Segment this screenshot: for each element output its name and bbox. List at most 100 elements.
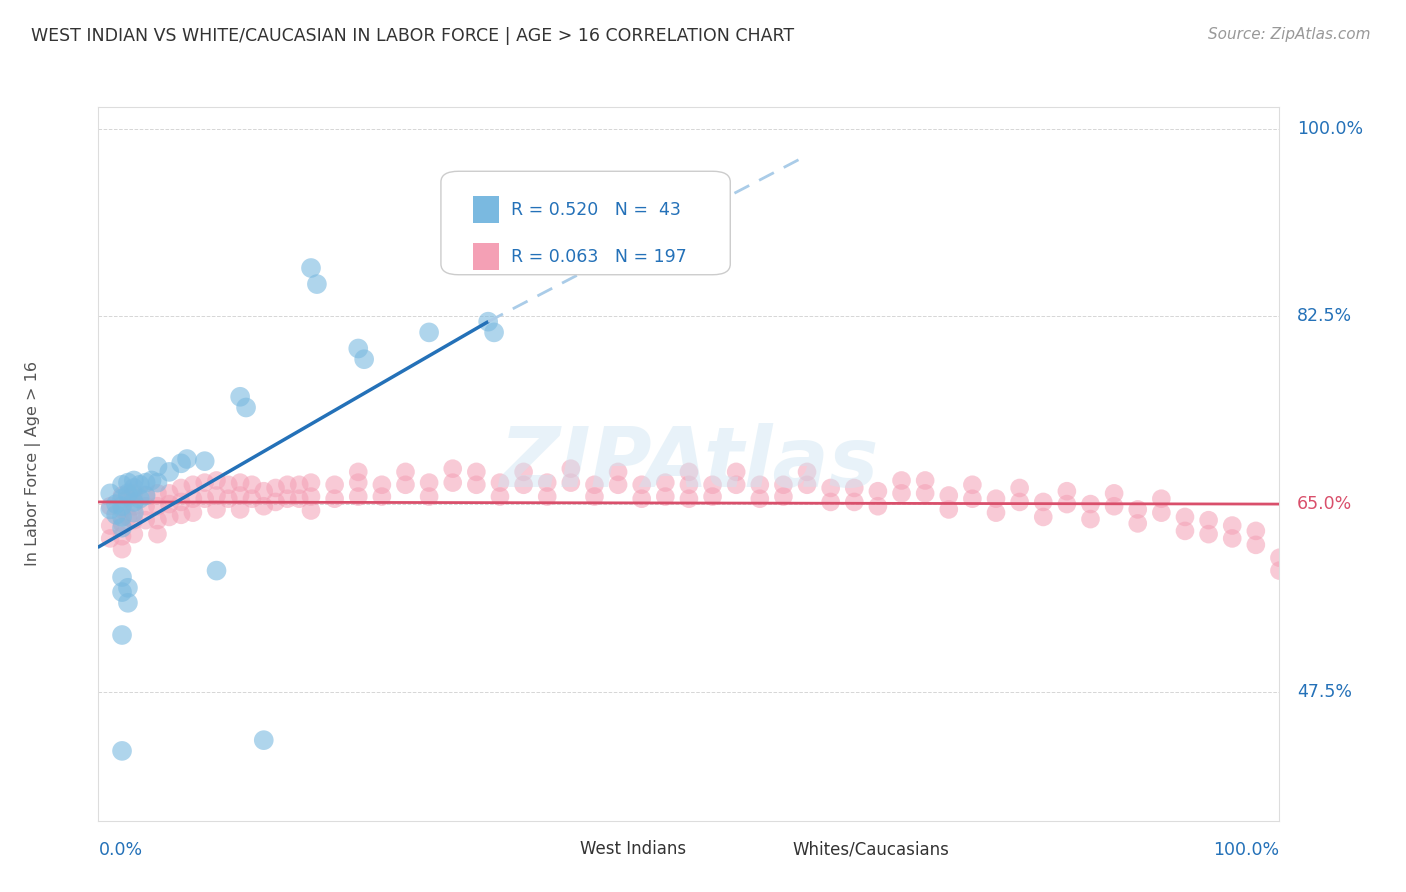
Point (536, 475, 558, 490)
Point (748, 491, 770, 506)
Point (1220, 532, 1243, 546)
Point (205, 502, 228, 516)
Point (914, 474, 936, 488)
Point (122, 506, 145, 520)
Point (253, 733, 276, 747)
Point (1056, 497, 1078, 511)
Point (105, 497, 128, 511)
Point (1268, 550, 1291, 565)
Point (229, 390, 252, 404)
Point (1102, 500, 1125, 514)
Point (984, 491, 1007, 506)
Point (418, 475, 440, 490)
Point (111, 488, 134, 502)
Point (276, 491, 298, 506)
Text: 82.5%: 82.5% (1298, 307, 1353, 326)
Point (105, 508, 128, 522)
Point (176, 452, 198, 467)
Point (1080, 512, 1102, 526)
Point (1080, 497, 1102, 511)
Bar (547, 838, 571, 860)
Point (111, 491, 134, 506)
Point (1056, 484, 1078, 499)
Point (111, 529, 134, 543)
Point (117, 475, 139, 490)
Point (678, 491, 700, 506)
Text: 100.0%: 100.0% (1213, 840, 1279, 859)
Point (146, 459, 169, 474)
Point (1220, 518, 1243, 533)
Point (146, 527, 169, 541)
Point (299, 503, 322, 517)
Point (111, 585, 134, 599)
Point (1244, 538, 1267, 552)
Point (170, 481, 193, 495)
Point (1244, 524, 1267, 538)
Point (111, 628, 134, 642)
Point (135, 513, 157, 527)
Point (117, 510, 139, 524)
Point (299, 490, 322, 504)
Point (141, 474, 163, 488)
Point (482, 326, 505, 340)
Point (98, 486, 121, 500)
Point (122, 527, 145, 541)
Point (194, 475, 217, 490)
Text: R = 0.063   N = 197: R = 0.063 N = 197 (510, 248, 686, 266)
Point (122, 513, 145, 527)
Point (1126, 516, 1149, 531)
Point (536, 490, 558, 504)
Point (962, 477, 984, 491)
Point (299, 260, 322, 275)
Point (170, 495, 193, 509)
Point (217, 477, 239, 491)
Point (264, 481, 287, 495)
Point (323, 491, 346, 506)
Point (477, 315, 499, 329)
Point (418, 326, 440, 340)
Point (796, 477, 818, 491)
Point (205, 488, 228, 502)
Point (489, 475, 512, 490)
Point (984, 506, 1007, 520)
Point (181, 506, 204, 520)
Bar (759, 838, 783, 860)
Point (1008, 481, 1031, 495)
Point (111, 502, 134, 516)
Point (1198, 527, 1220, 541)
Point (353, 352, 375, 367)
Point (702, 490, 724, 504)
Point (235, 401, 257, 415)
Point (157, 510, 180, 524)
Point (157, 465, 180, 479)
Text: Whites/Caucasians: Whites/Caucasians (793, 840, 949, 858)
Point (111, 570, 134, 584)
Point (170, 508, 193, 522)
Point (866, 484, 889, 499)
Text: ZIPAtlas: ZIPAtlas (499, 424, 879, 504)
Point (394, 477, 416, 491)
Point (844, 481, 866, 495)
Point (465, 465, 488, 479)
Point (371, 490, 394, 504)
Point (253, 500, 276, 514)
Point (1150, 506, 1173, 520)
Point (725, 465, 748, 479)
Point (560, 475, 582, 490)
Point (465, 477, 488, 491)
Point (962, 491, 984, 506)
Point (607, 477, 630, 491)
Point (170, 456, 193, 470)
Point (135, 488, 157, 502)
Point (796, 465, 818, 479)
FancyBboxPatch shape (441, 171, 730, 275)
Point (1008, 495, 1031, 509)
Point (583, 490, 606, 504)
Point (347, 475, 370, 490)
Point (938, 488, 960, 502)
Point (229, 488, 252, 502)
Point (253, 484, 276, 499)
Point (441, 475, 464, 490)
Point (772, 490, 794, 504)
Point (890, 486, 912, 500)
